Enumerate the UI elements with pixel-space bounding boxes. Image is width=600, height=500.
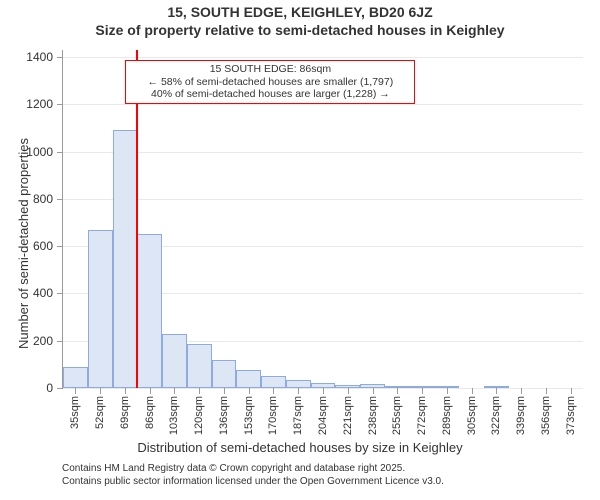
x-tick-label: 339sqm [515,396,527,435]
y-tick [57,388,63,389]
y-tick [57,293,63,294]
annotation-line-0: 15 SOUTH EDGE: 86sqm [130,63,410,76]
annotation-box: 15 SOUTH EDGE: 86sqm← 58% of semi-detach… [125,60,415,104]
histogram-bar [88,230,113,388]
y-tick-label: 400 [33,286,53,300]
y-tick [57,199,63,200]
x-tick-label: 153sqm [243,396,255,435]
x-tick [75,388,76,394]
gridline [63,152,583,153]
x-tick-label: 305sqm [466,396,478,435]
gridline [63,199,583,200]
gridline [63,104,583,105]
plot-area: 020040060080010001200140035sqm52sqm69sqm… [62,50,583,389]
y-tick-label: 600 [33,239,53,253]
chart-title-line2: Size of property relative to semi-detach… [0,22,600,38]
x-tick-label: 187sqm [292,396,304,435]
footer-attribution: Contains HM Land Registry data © Crown c… [62,462,444,488]
y-tick-label: 1200 [26,97,53,111]
y-tick [57,341,63,342]
y-tick [57,104,63,105]
x-tick-label: 120sqm [193,396,205,435]
y-tick-label: 200 [33,334,53,348]
x-tick [571,388,572,394]
x-tick-label: 52sqm [94,396,106,429]
x-tick-label: 322sqm [490,396,502,435]
x-tick [496,388,497,394]
x-tick [546,388,547,394]
x-tick [422,388,423,394]
x-tick [373,388,374,394]
x-tick [521,388,522,394]
y-tick-label: 1400 [26,50,53,64]
chart-container: 15, SOUTH EDGE, KEIGHLEY, BD20 6JZ Size … [0,0,600,500]
histogram-bar [236,370,261,388]
gridline [63,57,583,58]
x-tick [273,388,274,394]
x-tick-label: 272sqm [416,396,428,435]
x-tick [447,388,448,394]
x-tick-label: 204sqm [317,396,329,435]
x-tick-label: 373sqm [565,396,577,435]
x-tick-label: 86sqm [144,396,156,429]
histogram-bar [137,234,162,388]
histogram-bar [187,344,212,388]
y-tick-label: 1000 [26,145,53,159]
chart-title-line1: 15, SOUTH EDGE, KEIGHLEY, BD20 6JZ [0,4,600,20]
x-tick [249,388,250,394]
footer-line2: Contains public sector information licen… [62,475,444,488]
x-tick-label: 289sqm [441,396,453,435]
x-tick [397,388,398,394]
y-tick [57,57,63,58]
y-tick [57,152,63,153]
x-tick [348,388,349,394]
x-tick [150,388,151,394]
x-tick [199,388,200,394]
x-tick [472,388,473,394]
y-tick-label: 0 [46,381,53,395]
x-tick [100,388,101,394]
x-tick-label: 356sqm [540,396,552,435]
annotation-line-2: 40% of semi-detached houses are larger (… [130,88,410,101]
x-tick-label: 238sqm [367,396,379,435]
annotation-line-1: ← 58% of semi-detached houses are smalle… [130,76,410,89]
histogram-bar [113,130,138,388]
x-tick-label: 35sqm [69,396,81,429]
x-tick-label: 170sqm [267,396,279,435]
x-tick [125,388,126,394]
x-axis-label: Distribution of semi-detached houses by … [0,440,600,455]
x-tick-label: 255sqm [391,396,403,435]
x-tick [224,388,225,394]
footer-line1: Contains HM Land Registry data © Crown c… [62,462,444,475]
x-tick [174,388,175,394]
y-axis-label: Number of semi-detached properties [16,138,31,349]
histogram-bar [261,376,286,388]
x-tick-label: 69sqm [119,396,131,429]
y-tick [57,246,63,247]
x-tick-label: 221sqm [342,396,354,435]
x-tick [298,388,299,394]
x-tick [323,388,324,394]
y-tick-label: 800 [33,192,53,206]
histogram-bar [63,367,88,388]
x-tick-label: 136sqm [218,396,230,435]
histogram-bar [212,360,237,388]
x-tick-label: 103sqm [168,396,180,435]
histogram-bar [286,380,311,388]
histogram-bar [162,334,187,388]
